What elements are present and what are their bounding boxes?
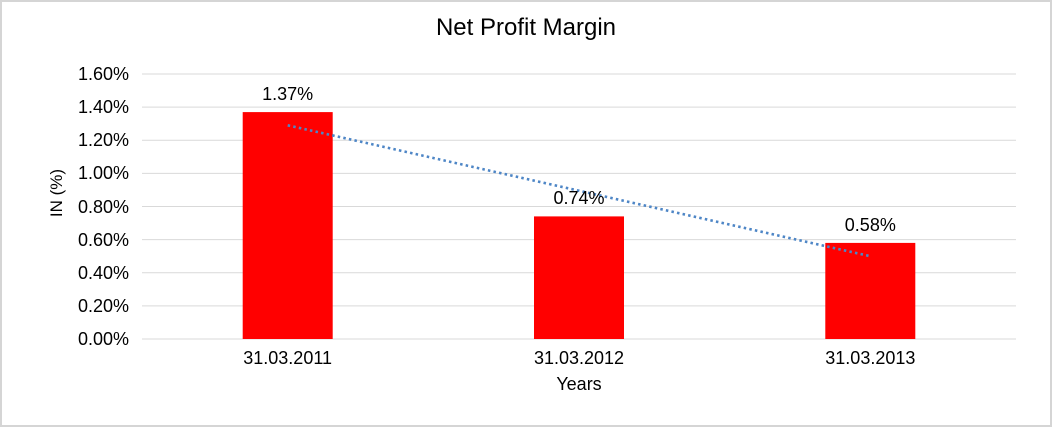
data-label: 1.37% bbox=[262, 84, 314, 105]
xtick-label: 31.03.2012 bbox=[533, 348, 625, 368]
ytick-label: 1.40% bbox=[77, 97, 129, 118]
ytick-label: 1.60% bbox=[77, 64, 129, 84]
xtick-label: 31.03.2011 bbox=[243, 348, 333, 368]
ytick-label: 1.00% bbox=[77, 163, 129, 184]
bar-31.03.2013 bbox=[825, 242, 916, 339]
data-label: 0.74% bbox=[553, 188, 605, 209]
chart-title: Net Profit Margin bbox=[435, 14, 617, 41]
ytick-label: 0.00% bbox=[77, 329, 129, 349]
bar-31.03.2012 bbox=[534, 216, 624, 339]
bar-31.03.2011 bbox=[242, 112, 333, 339]
data-label: 0.58% bbox=[844, 214, 896, 235]
ytick-label: 0.20% bbox=[77, 295, 129, 316]
ytick-label: 0.80% bbox=[77, 196, 129, 217]
x-axis-title: Years bbox=[556, 374, 602, 394]
ytick-label: 0.40% bbox=[77, 262, 129, 283]
xtick-label: 31.03.2013 bbox=[825, 348, 916, 368]
ytick-label: 1.20% bbox=[77, 130, 129, 151]
ytick-label: 0.60% bbox=[77, 229, 129, 250]
trendline bbox=[287, 124, 871, 258]
